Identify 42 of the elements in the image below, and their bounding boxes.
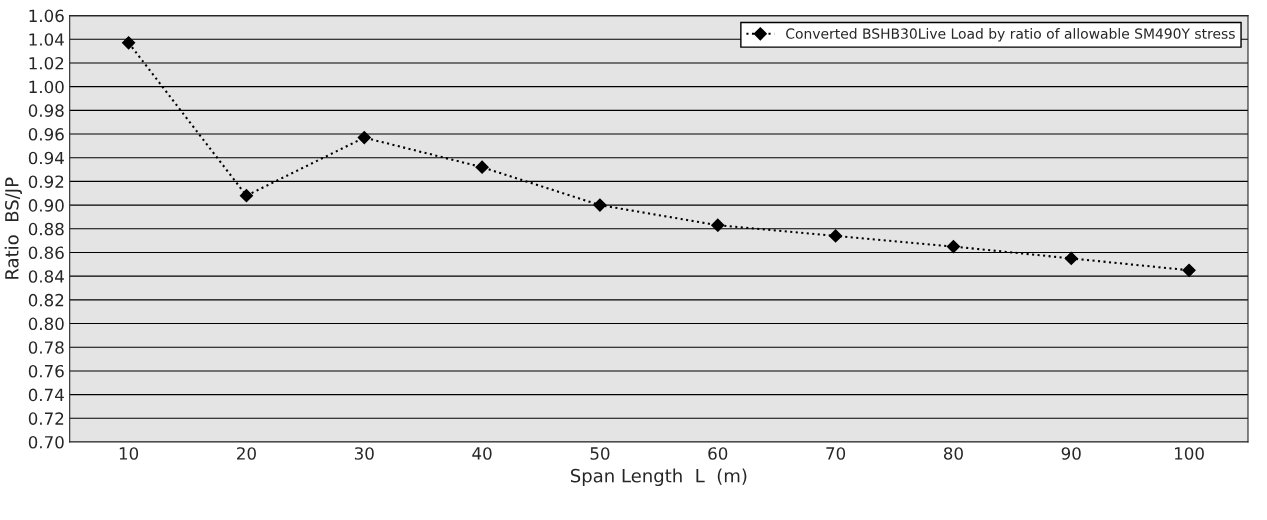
y-tick-label: 0.80: [28, 317, 64, 331]
x-tick-label: 60: [708, 447, 728, 460]
y-tick-label: 0.86: [28, 246, 64, 260]
point: [357, 131, 371, 145]
point: [711, 218, 725, 232]
point: [122, 36, 136, 50]
x-tick-label: 50: [590, 447, 610, 460]
y-tick-label: 1.04: [29, 33, 64, 46]
x-tick-label: 20: [237, 447, 256, 460]
point: [1182, 263, 1196, 277]
y-tick-label: 0.98: [28, 104, 64, 117]
y-tick-label: 0.74: [28, 388, 64, 402]
x-tick-label: 10: [119, 447, 139, 460]
y-tick-label: 0.82: [28, 293, 64, 307]
x-tick-label: 90: [1061, 447, 1081, 460]
x-tick-label: 100: [1175, 447, 1204, 460]
y-tick-label: 0.88: [28, 222, 64, 236]
y-tick-label: 1.02: [29, 56, 64, 70]
y-tick-label: 0.84: [28, 270, 64, 283]
y-tick-label: 0.92: [28, 175, 64, 188]
y-axis-title: Ratio BS/JP: [4, 177, 23, 279]
y-tick-label: 0.72: [28, 412, 64, 425]
point: [593, 198, 607, 212]
y-tick-label: 0.90: [28, 199, 64, 212]
x-tick-label: 30: [354, 447, 374, 460]
point: [828, 229, 843, 243]
y-tick-label: 1.06: [29, 9, 64, 23]
point: [475, 160, 489, 174]
point: [946, 239, 961, 254]
y-tick-label: 0.78: [28, 341, 64, 354]
y-tick-label: 0.70: [28, 435, 64, 449]
y-tick-label: 1.00: [29, 80, 64, 94]
x-tick-label: 40: [472, 447, 492, 460]
y-tick-label: 0.96: [28, 128, 64, 141]
x-tick-label: 80: [943, 447, 963, 460]
point: [1064, 251, 1078, 265]
y-tick-label: 0.76: [28, 364, 64, 378]
point: [239, 189, 254, 203]
x-tick-label: 70: [826, 447, 846, 460]
x-axis-title: Span Length L (m): [570, 468, 747, 487]
y-tick-label: 0.94: [28, 151, 64, 165]
legend-label: Converted BSHB30Live Load by ratio of allowable SM490Y stress: [786, 28, 1235, 42]
